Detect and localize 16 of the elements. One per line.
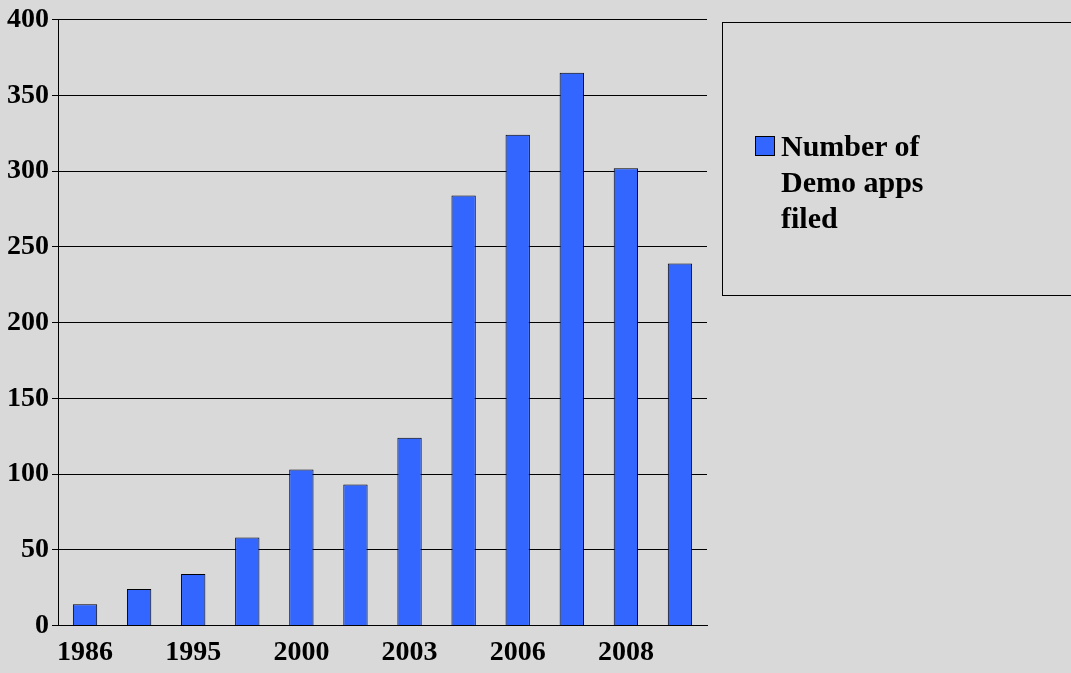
y-tick-label: 300 (7, 153, 49, 185)
y-tick-label: 200 (7, 304, 49, 336)
y-tick-label: 400 (7, 2, 49, 34)
x-tick-label: 1986 (57, 635, 114, 667)
y-tick-label: 50 (21, 531, 49, 563)
y-tick-label: 0 (35, 607, 49, 639)
x-tick-label: 2008 (597, 635, 654, 667)
y-tick-label: 150 (7, 380, 49, 412)
x-tick-label: 2000 (273, 635, 330, 667)
x-tick-label: 2006 (489, 635, 546, 667)
y-tick-label: 350 (7, 77, 49, 109)
x-tick-label: 1995 (165, 635, 222, 667)
y-tick-label: 100 (7, 456, 49, 488)
x-tick-label: 2003 (381, 635, 438, 667)
y-tick-label: 250 (7, 229, 49, 261)
legend-label: Number of Demo apps filed (781, 128, 925, 236)
